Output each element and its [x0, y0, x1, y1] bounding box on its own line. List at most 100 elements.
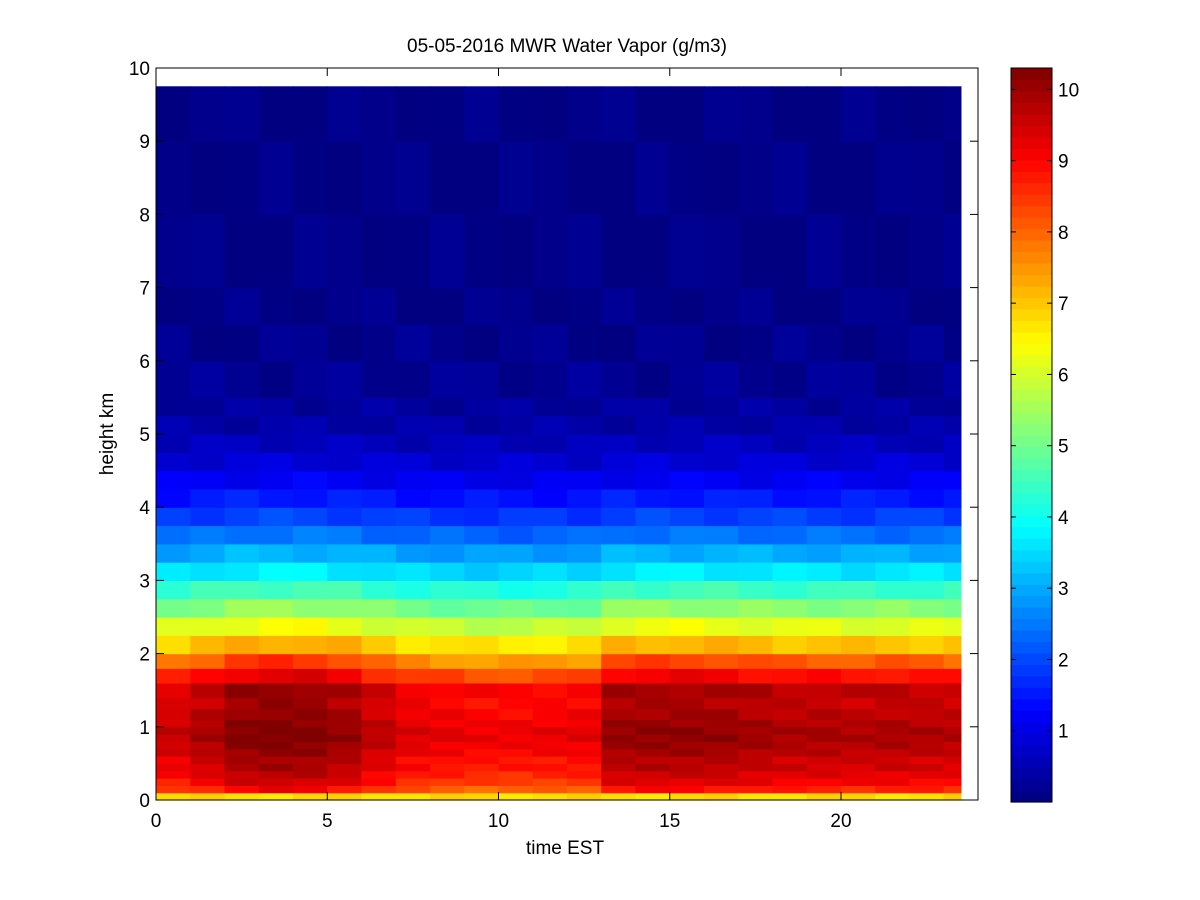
heatmap-cell	[327, 507, 363, 527]
heatmap-cell	[841, 653, 876, 669]
heatmap-cell	[943, 86, 962, 142]
heatmap-cell	[532, 488, 568, 508]
heatmap-cell	[224, 543, 260, 563]
heatmap-cell	[943, 719, 962, 728]
heatmap-cell	[669, 785, 705, 794]
heatmap-cell	[772, 726, 808, 735]
heatmap-cell	[841, 719, 876, 728]
colorbar-segment	[1011, 205, 1052, 218]
heatmap-cell	[875, 756, 911, 764]
heatmap-cell	[258, 470, 294, 490]
heatmap-cell	[669, 653, 705, 669]
heatmap-cell	[738, 792, 774, 801]
heatmap-cell	[190, 598, 226, 618]
heatmap-cell	[567, 562, 602, 581]
heatmap-cell	[224, 668, 260, 684]
heatmap-cell	[156, 525, 191, 545]
heatmap-cell	[704, 741, 739, 750]
heatmap-cell	[224, 756, 260, 764]
y-tick-label: 8	[139, 205, 150, 226]
heatmap-cell	[327, 598, 363, 618]
heatmap-cell	[258, 653, 294, 669]
heatmap-cell	[772, 507, 808, 527]
heatmap-cell	[669, 525, 705, 545]
heatmap-cell	[601, 734, 637, 743]
heatmap-cell	[498, 507, 534, 527]
heatmap-cell	[806, 525, 842, 545]
colorbar-segment	[1011, 503, 1052, 516]
heatmap-cell	[258, 434, 294, 453]
heatmap-cell	[875, 778, 911, 786]
colorbar-segment	[1011, 446, 1052, 459]
colorbar-segment	[1011, 744, 1052, 757]
heatmap-cell	[875, 734, 911, 743]
heatmap-cell	[327, 719, 363, 728]
heatmap-cell	[841, 543, 876, 563]
heatmap-cell	[395, 287, 431, 325]
heatmap-cell	[293, 653, 328, 669]
heatmap-cell	[498, 697, 534, 710]
heatmap-cell	[464, 748, 500, 757]
heatmap-cell	[156, 488, 191, 508]
heatmap-cell	[430, 525, 465, 545]
heatmap-cell	[567, 763, 602, 772]
heatmap-cell	[567, 543, 602, 563]
heatmap-cell	[395, 543, 431, 563]
heatmap-cell	[361, 763, 397, 772]
heatmap-cell	[601, 770, 637, 779]
heatmap-cell	[669, 617, 705, 636]
heatmap-cell	[156, 562, 191, 581]
heatmap-cell	[738, 525, 774, 545]
colorbar-segment	[1011, 354, 1052, 367]
heatmap-cell	[361, 214, 397, 289]
heatmap-cell	[532, 726, 568, 735]
heatmap-cell	[395, 785, 431, 794]
heatmap-cell	[635, 86, 671, 142]
heatmap-cell	[156, 324, 191, 362]
heatmap-cell	[190, 397, 226, 417]
heatmap-cell	[669, 719, 705, 728]
heatmap-cell	[258, 668, 294, 684]
heatmap-cell	[224, 141, 260, 215]
heatmap-cell	[498, 360, 534, 398]
heatmap-cell	[395, 141, 431, 215]
heatmap-cell	[567, 668, 602, 684]
heatmap-cell	[567, 635, 602, 655]
heatmap-cell	[943, 668, 962, 684]
colorbar-segment	[1011, 480, 1052, 493]
heatmap-cell	[738, 668, 774, 684]
heatmap-cell	[498, 763, 534, 772]
heatmap-cell	[532, 580, 568, 600]
heatmap-cell	[498, 598, 534, 618]
colorbar-segment	[1011, 641, 1052, 654]
heatmap-cell	[395, 434, 431, 453]
heatmap-cell	[464, 741, 500, 750]
heatmap-cell	[841, 726, 876, 735]
heatmap-cell	[190, 543, 226, 563]
x-tick-label: 0	[151, 811, 162, 832]
heatmap-cell	[738, 756, 774, 764]
heatmap-cell	[841, 741, 876, 750]
heatmap-cell	[909, 697, 945, 710]
heatmap-cell	[704, 525, 739, 545]
heatmap-cell	[635, 617, 671, 636]
heatmap-cell	[395, 697, 431, 710]
heatmap-cell	[772, 580, 808, 600]
heatmap-cell	[738, 86, 774, 142]
heatmap-cell	[430, 434, 465, 453]
heatmap-cell	[293, 598, 328, 618]
heatmap-cell	[361, 756, 397, 764]
heatmap-cell	[806, 653, 842, 669]
heatmap-cell	[635, 763, 671, 772]
heatmap-cell	[532, 778, 568, 786]
heatmap-cell	[841, 770, 876, 779]
heatmap-cell	[738, 741, 774, 750]
heatmap-cell	[806, 470, 842, 490]
heatmap-cell	[909, 708, 945, 721]
colorbar-segment	[1011, 343, 1052, 356]
heatmap-cell	[704, 507, 739, 527]
heatmap-cell	[772, 719, 808, 728]
heatmap-cell	[738, 324, 774, 362]
heatmap-cell	[943, 756, 962, 764]
colorbar-tick-label: 2	[1058, 650, 1069, 671]
